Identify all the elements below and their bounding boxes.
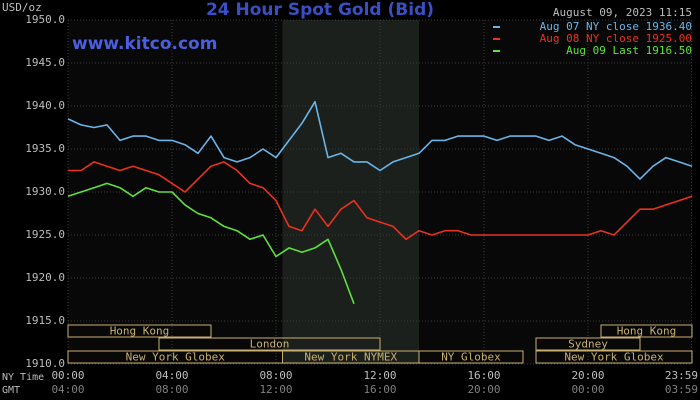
y-tick-label: 1940.0 [25, 99, 65, 112]
y-tick-label: 1920.0 [25, 271, 65, 284]
session-bar [418, 350, 524, 364]
x-tick-label: 04:00 [155, 369, 188, 382]
session-bar [535, 337, 641, 351]
session-bar [600, 324, 693, 338]
x-axis-label: NY Time [2, 372, 44, 383]
x2-tick-label: 04:00 [51, 383, 84, 396]
x2-axis-label: GMT [2, 385, 20, 396]
session-label: New York Globex [126, 351, 226, 364]
y-tick-label: 1950.0 [25, 13, 65, 26]
session-label: New York NYMEX [304, 351, 397, 364]
session-bar [158, 337, 381, 351]
timestamp: August 09, 2023 11:15 [553, 6, 692, 19]
x2-tick-label: 03:59 [665, 383, 698, 396]
x2-tick-label: 08:00 [155, 383, 188, 396]
y-axis-label: USD/oz [2, 1, 42, 14]
x-tick-label: 23:59 [665, 369, 698, 382]
y-tick-label: 1930.0 [25, 185, 65, 198]
session-label: New York Globex [564, 351, 664, 364]
y-tick-label: 1915.0 [25, 314, 65, 327]
y-tick-label: 1925.0 [25, 228, 65, 241]
x2-tick-label: 00:00 [571, 383, 604, 396]
sessions: Hong Kong London New York Globex New York N… [67, 324, 693, 364]
x-tick-label: 08:00 [259, 369, 292, 382]
session-label: Sydney [568, 338, 608, 351]
legend-label: Aug 09 Last 1916.50 [566, 44, 692, 57]
session-label: London [250, 338, 290, 351]
legend-label: Aug 07 NY close 1936.40 [540, 20, 692, 33]
series-line [67, 182, 355, 305]
legend-label: Aug 08 NY close 1925.00 [540, 32, 692, 45]
session-label: Hong Kong [617, 325, 677, 338]
x2-tick-label: 16:00 [363, 383, 396, 396]
series-line [68, 161, 693, 241]
watermark: www.kitco.com [72, 34, 217, 54]
y-tick-label: 1935.0 [25, 142, 65, 155]
session-label: Hong Kong [110, 325, 170, 338]
x-tick-label: 12:00 [363, 369, 396, 382]
session-label: NY Globex [441, 351, 501, 364]
series-line [67, 100, 693, 180]
x2-tick-label: 12:00 [259, 383, 292, 396]
chart-title: 24 Hour Spot Gold (Bid) [206, 0, 434, 20]
session-bar [535, 350, 693, 364]
session-bar [67, 324, 212, 338]
x-tick-label: 20:00 [571, 369, 604, 382]
y-tick-label: 1910.0 [25, 357, 65, 370]
x-tick-label: 00:00 [51, 369, 84, 382]
y-tick-label: 1945.0 [25, 56, 65, 69]
x-tick-label: 16:00 [467, 369, 500, 382]
x2-tick-label: 20:00 [467, 383, 500, 396]
